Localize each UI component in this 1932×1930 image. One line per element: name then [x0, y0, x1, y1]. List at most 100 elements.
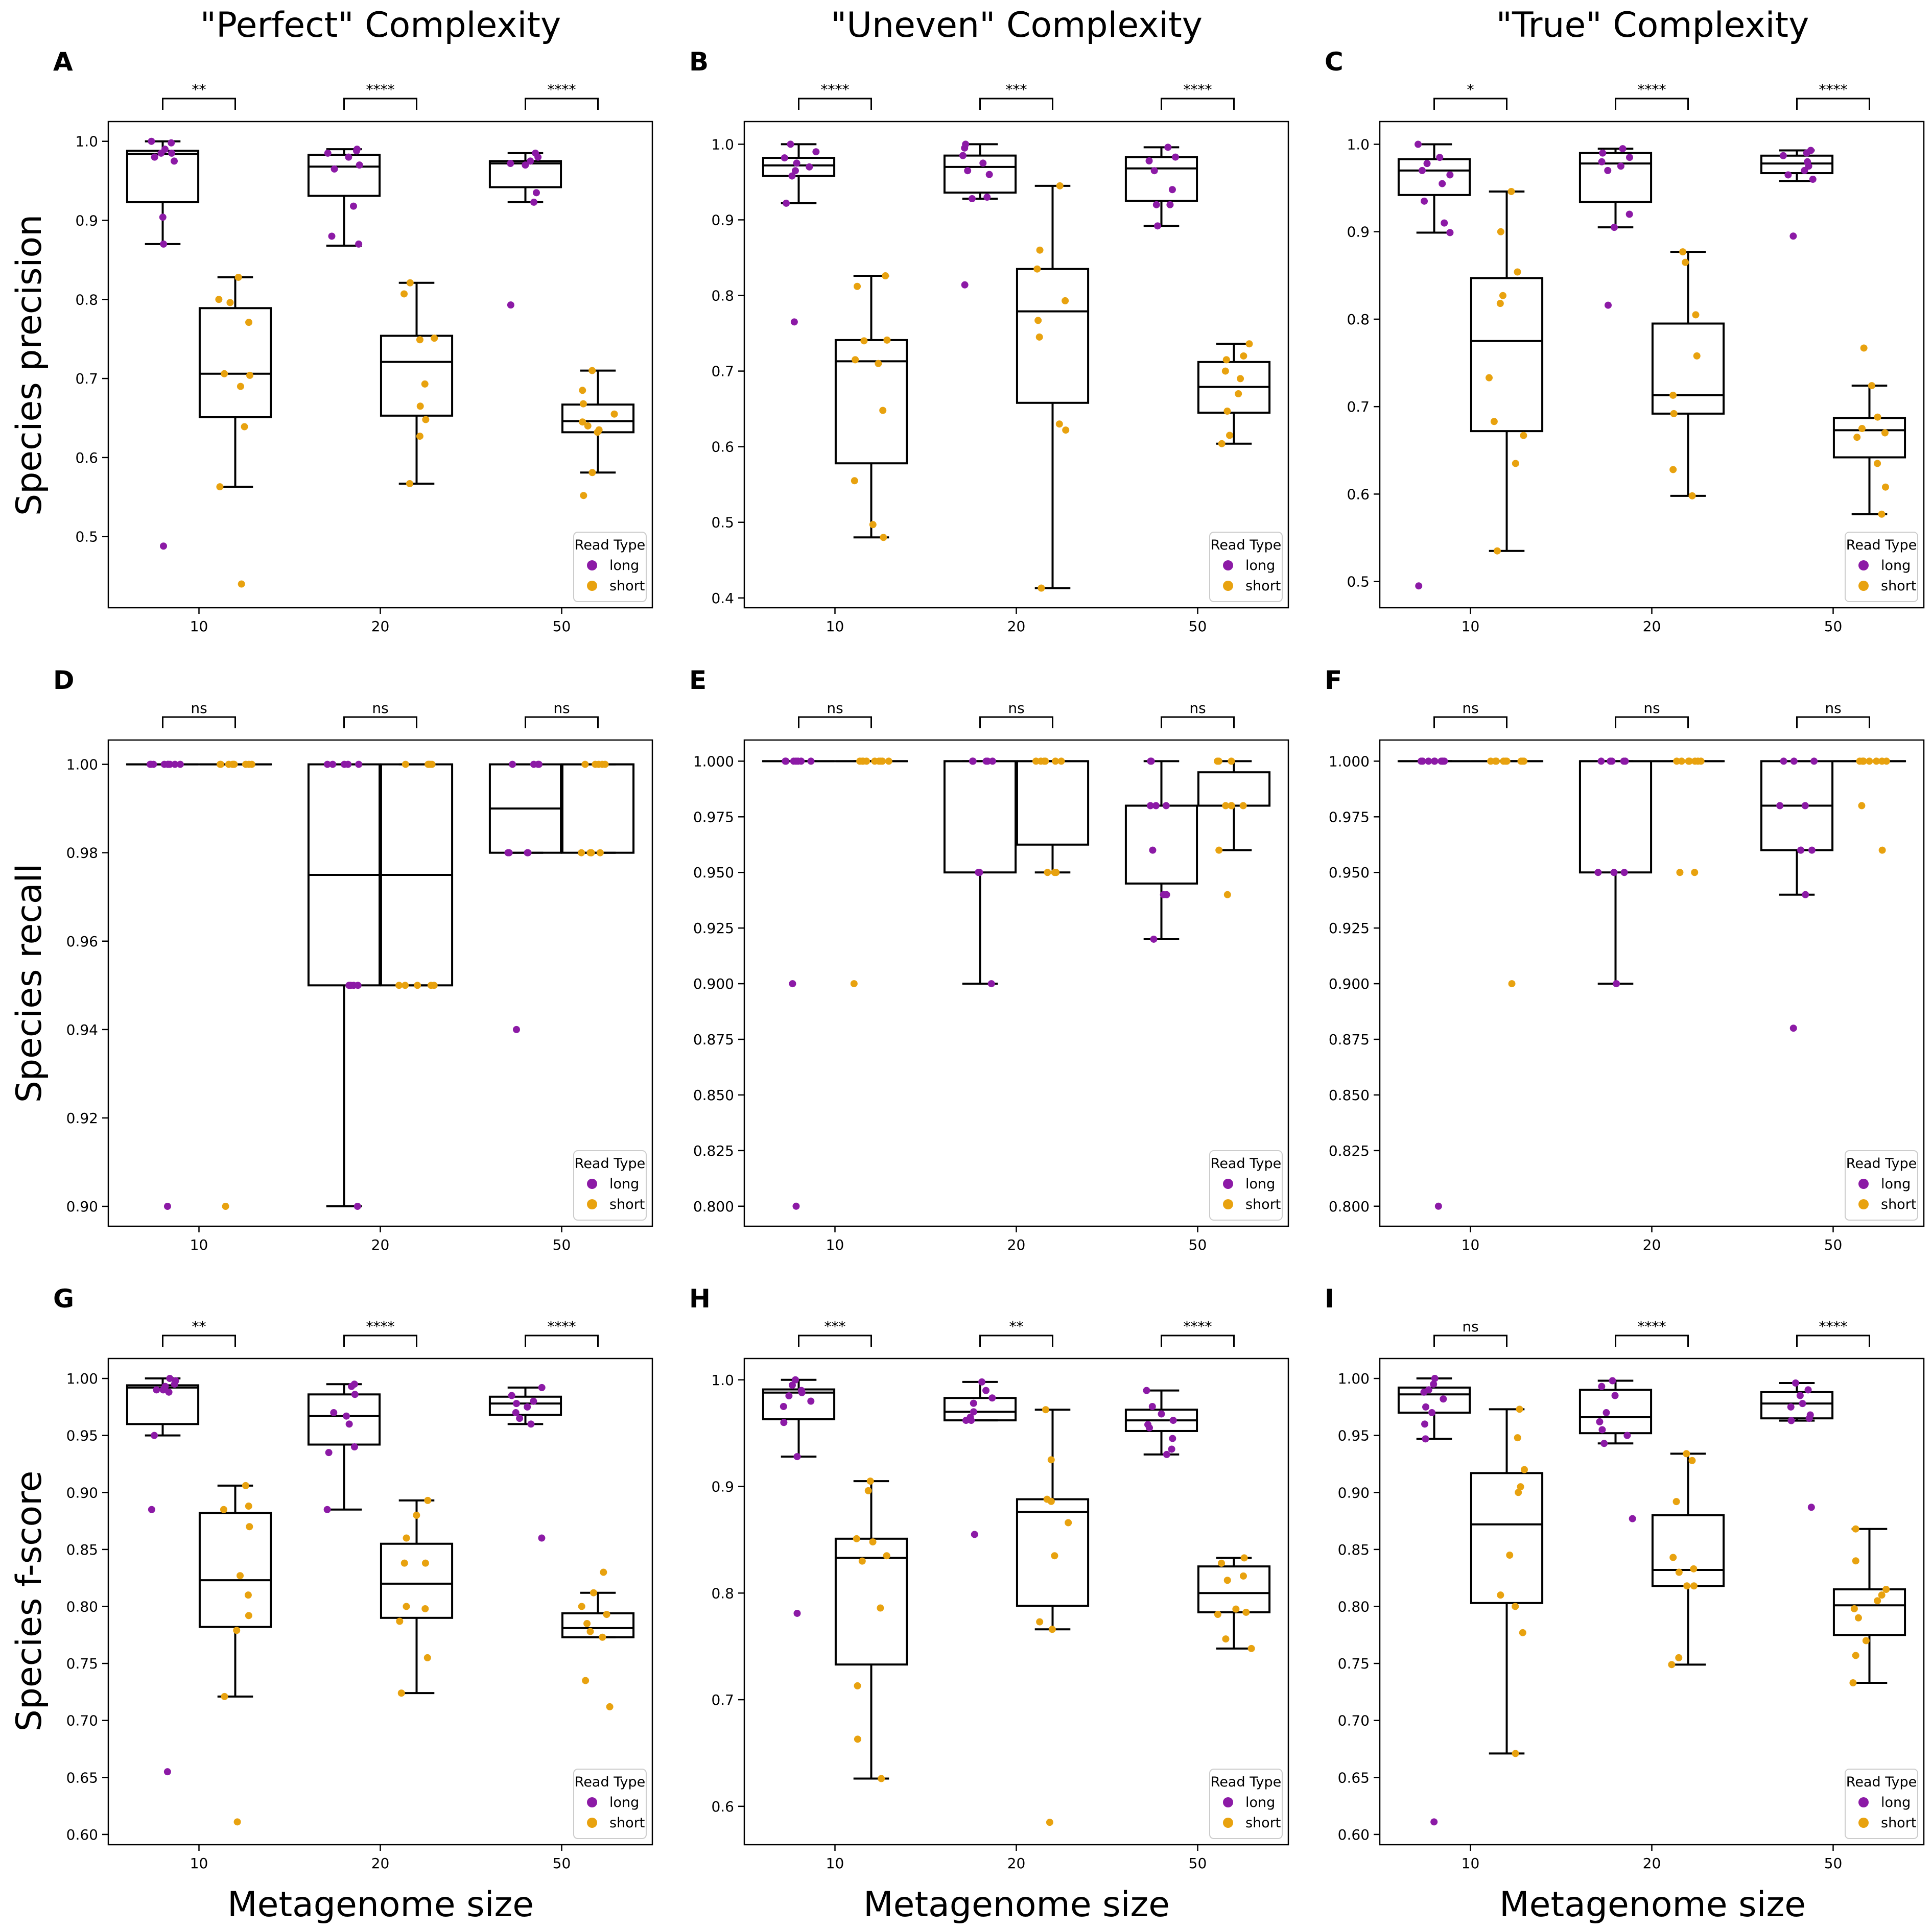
point-long	[1787, 1403, 1795, 1411]
legend-label-long: long	[1881, 1176, 1911, 1192]
point-long	[807, 1397, 815, 1405]
point-long	[1154, 222, 1162, 230]
y-tick-label: 0.90	[1338, 1484, 1370, 1501]
y-tick-label: 0.800	[1329, 1198, 1370, 1215]
x-tick-label: 10	[826, 618, 844, 635]
point-short	[221, 370, 228, 377]
point-long	[512, 1400, 520, 1408]
point-short	[1697, 757, 1705, 765]
legend-label-short: short	[1881, 1197, 1916, 1212]
point-short	[1062, 297, 1069, 304]
y-tick-label: 0.7	[75, 370, 98, 387]
point-long	[1610, 869, 1618, 876]
point-long	[163, 1203, 171, 1210]
x-label-col3: Metagenome size	[1499, 1885, 1806, 1925]
y-tick-label: 0.6	[711, 439, 734, 456]
row-label-recall: Species recall	[9, 864, 50, 1103]
point-short	[416, 402, 424, 410]
point-long	[1809, 176, 1817, 183]
point-short	[1062, 426, 1070, 434]
point-long	[508, 1392, 515, 1399]
point-long	[790, 318, 798, 326]
box-short	[1197, 771, 1271, 807]
point-short	[1874, 1597, 1881, 1605]
y-tick-label: 0.850	[1329, 1087, 1370, 1104]
point-short	[1691, 869, 1699, 876]
point-long	[512, 1026, 520, 1033]
point-short	[1669, 466, 1677, 473]
y-tick-label: 0.8	[75, 291, 98, 308]
legend-label-short: short	[1245, 1815, 1281, 1831]
point-short	[1507, 187, 1515, 195]
significance-label: ****	[821, 81, 850, 98]
point-short	[1247, 1645, 1255, 1652]
point-long	[157, 149, 165, 157]
point-long	[355, 240, 363, 248]
point-short	[1873, 757, 1880, 765]
point-long	[788, 172, 796, 180]
point-short	[242, 1482, 249, 1489]
y-tick-label: 0.5	[711, 514, 734, 531]
point-long	[348, 1383, 356, 1390]
box-long	[943, 1397, 1017, 1422]
point-long	[1419, 166, 1426, 174]
panel-letter: F	[1325, 665, 1342, 695]
point-short	[1673, 757, 1681, 765]
legend-marker-long	[587, 1179, 597, 1189]
point-short	[1860, 344, 1868, 352]
point-long	[1625, 154, 1633, 161]
x-label-col2: Metagenome size	[863, 1885, 1170, 1925]
panel-G: G 0.60 0.65 0.70 0.75 0.80 0.85 0.90 0.95 1.00 10 2…	[53, 1284, 653, 1872]
point-short	[1519, 1629, 1526, 1636]
point-short	[1678, 757, 1685, 765]
point-short	[860, 337, 868, 345]
point-long	[793, 1609, 801, 1617]
point-short	[1850, 1605, 1858, 1612]
point-long	[342, 1412, 350, 1420]
legend-title: Read Type	[1211, 1774, 1281, 1790]
point-short	[1512, 460, 1519, 467]
point-long	[1420, 1388, 1428, 1396]
point-short	[1226, 432, 1234, 439]
box-long	[1397, 158, 1471, 196]
point-long	[792, 1202, 800, 1210]
y-tick-label: 0.5	[75, 529, 98, 545]
point-short	[422, 416, 430, 423]
point-short	[1520, 757, 1528, 765]
point-long	[1439, 757, 1447, 765]
panel-D: D 0.90 0.92 0.94 0.96 0.98 1.00 10 20 50 ns ns ns Rea…	[53, 665, 653, 1253]
y-tick-label: 0.94	[66, 1021, 98, 1038]
point-long	[356, 161, 363, 169]
significance-bracket	[1161, 716, 1235, 728]
y-tick-label: 0.80	[66, 1598, 98, 1615]
point-long	[1430, 1818, 1438, 1826]
box-long	[307, 1393, 381, 1446]
point-short	[245, 1612, 252, 1619]
point-short	[234, 273, 242, 281]
point-short	[1496, 300, 1504, 307]
point-long	[1801, 802, 1809, 809]
y-tick-label: 0.9	[75, 212, 98, 229]
box-short	[1016, 268, 1090, 404]
point-short	[579, 387, 586, 394]
point-short	[579, 400, 587, 408]
point-long	[324, 149, 332, 157]
x-tick-label: 50	[553, 1855, 571, 1872]
point-short	[238, 580, 245, 588]
box-long	[1578, 1389, 1653, 1435]
point-short	[866, 1478, 874, 1485]
x-tick-label: 20	[1643, 1855, 1661, 1872]
point-long	[1797, 846, 1805, 854]
point-short	[1854, 1614, 1862, 1622]
point-long	[1804, 1386, 1812, 1394]
y-tick-label: 0.70	[66, 1712, 98, 1729]
point-long	[788, 1381, 796, 1389]
point-long	[807, 757, 815, 765]
point-long	[530, 1397, 537, 1405]
x-tick-label: 20	[1643, 618, 1661, 635]
x-tick-label: 10	[1462, 1236, 1480, 1253]
point-short	[880, 534, 887, 541]
point-long	[1787, 1417, 1795, 1424]
y-tick-label: 0.9	[711, 1479, 734, 1495]
x-tick-label: 10	[1462, 1855, 1480, 1872]
